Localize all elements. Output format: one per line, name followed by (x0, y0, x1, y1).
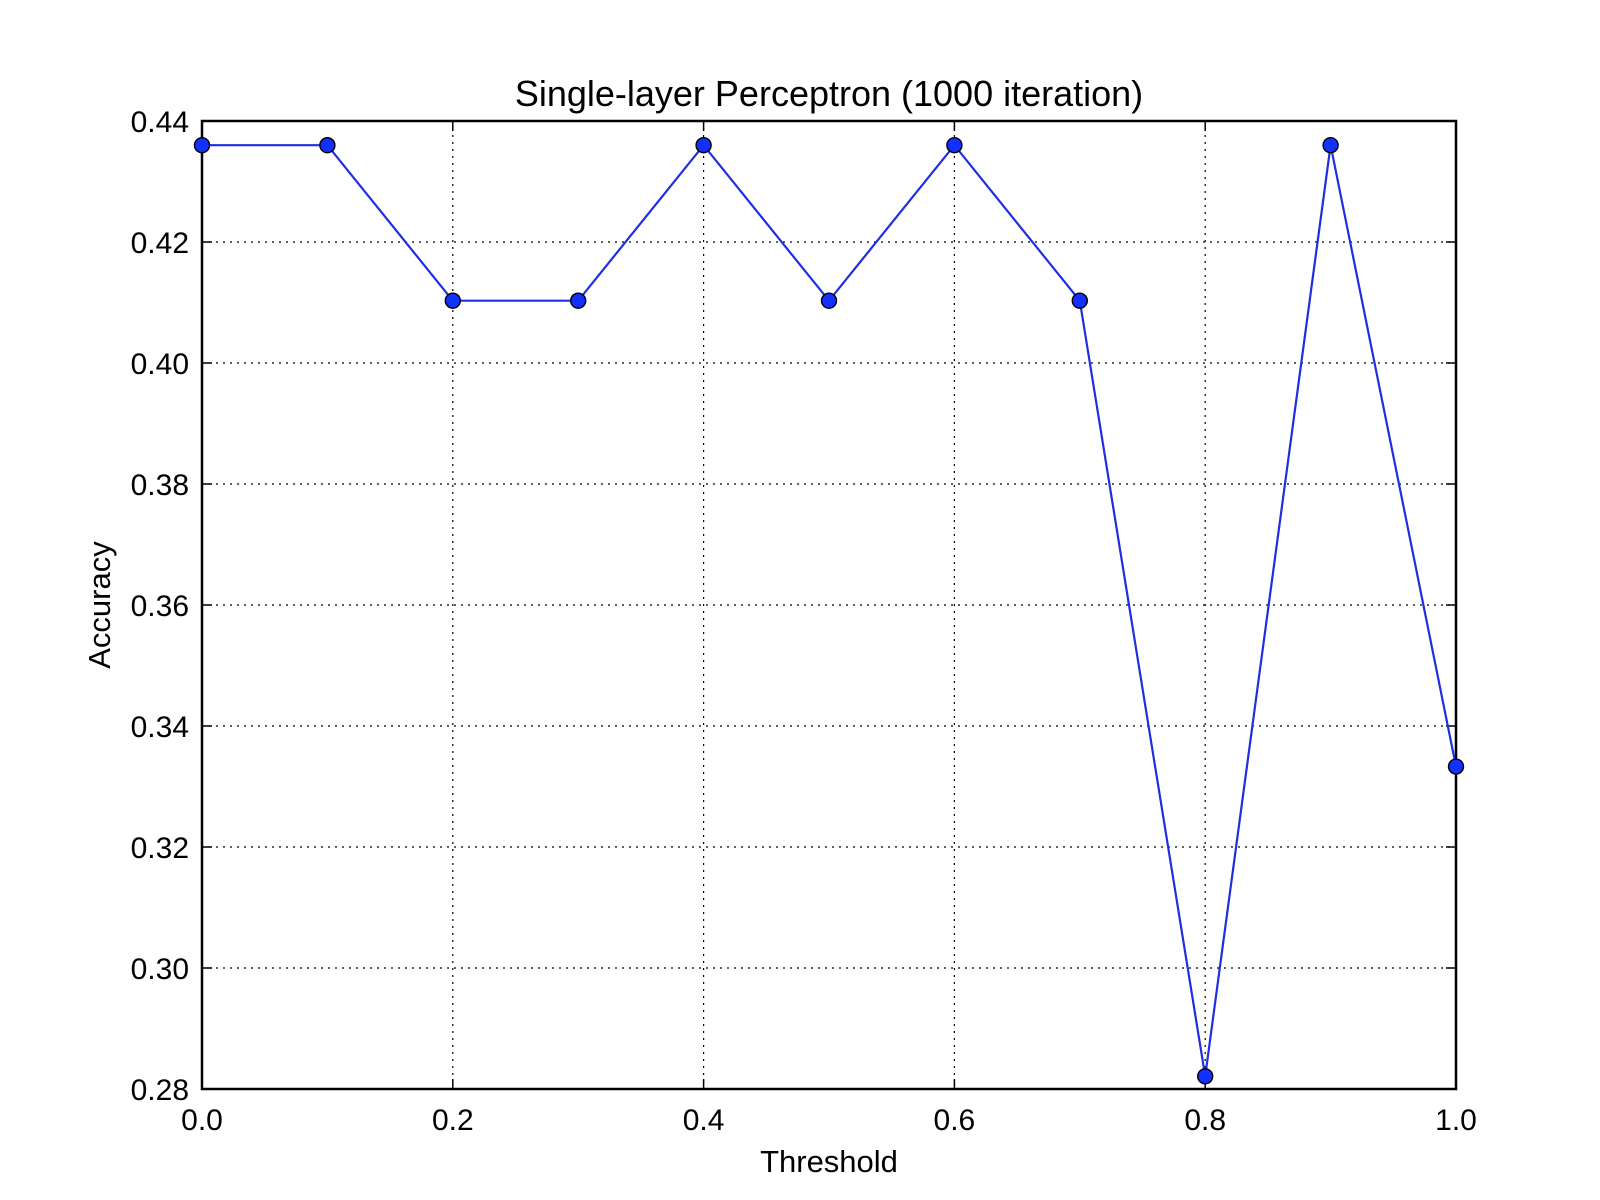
y-tick-label: 0.36 (131, 590, 189, 623)
data-point (695, 136, 712, 154)
y-axis-label: Accuracy (82, 541, 117, 669)
y-tick-label: 0.40 (131, 348, 189, 381)
x-tick-label: 0.8 (1184, 1104, 1226, 1137)
x-axis-label: Threshold (760, 1144, 898, 1179)
x-tick-label: 0.4 (683, 1104, 725, 1137)
series-line (202, 143, 1458, 1077)
y-tick-label: 0.30 (131, 953, 189, 986)
chart-title: Single-layer Perceptron (1000 iteration) (515, 73, 1143, 114)
data-point (444, 292, 461, 309)
y-tick-label: 0.42 (131, 227, 189, 260)
data-point (1071, 292, 1089, 309)
data-point (570, 292, 587, 309)
y-tick-label: 0.44 (131, 106, 189, 139)
y-tick-label: 0.32 (131, 832, 189, 865)
plot-frame (200, 119, 1458, 1091)
x-tick-label: 0.2 (432, 1104, 474, 1137)
data-point (1322, 136, 1339, 154)
data-point (1196, 1068, 1214, 1085)
grid (202, 121, 1456, 1089)
x-tick-label: 1.0 (1435, 1104, 1477, 1137)
y-tick-label: 0.38 (131, 469, 189, 502)
x-tick-label: 0.6 (934, 1104, 976, 1137)
data-point (1447, 758, 1465, 775)
y-tick-label: 0.34 (131, 711, 189, 744)
x-tick-label: 0.0 (181, 1104, 223, 1137)
data-point (946, 136, 963, 154)
tick-labels: 0.0 0.2 0.4 0.6 0.8 1.0 0.28 0.30 0.32 0.34 0.36 0.… (131, 106, 1477, 1137)
data-point (319, 136, 336, 154)
data-point (820, 292, 838, 309)
y-tick-label: 0.28 (131, 1074, 189, 1107)
series (193, 136, 1465, 1085)
data-point (193, 136, 211, 154)
